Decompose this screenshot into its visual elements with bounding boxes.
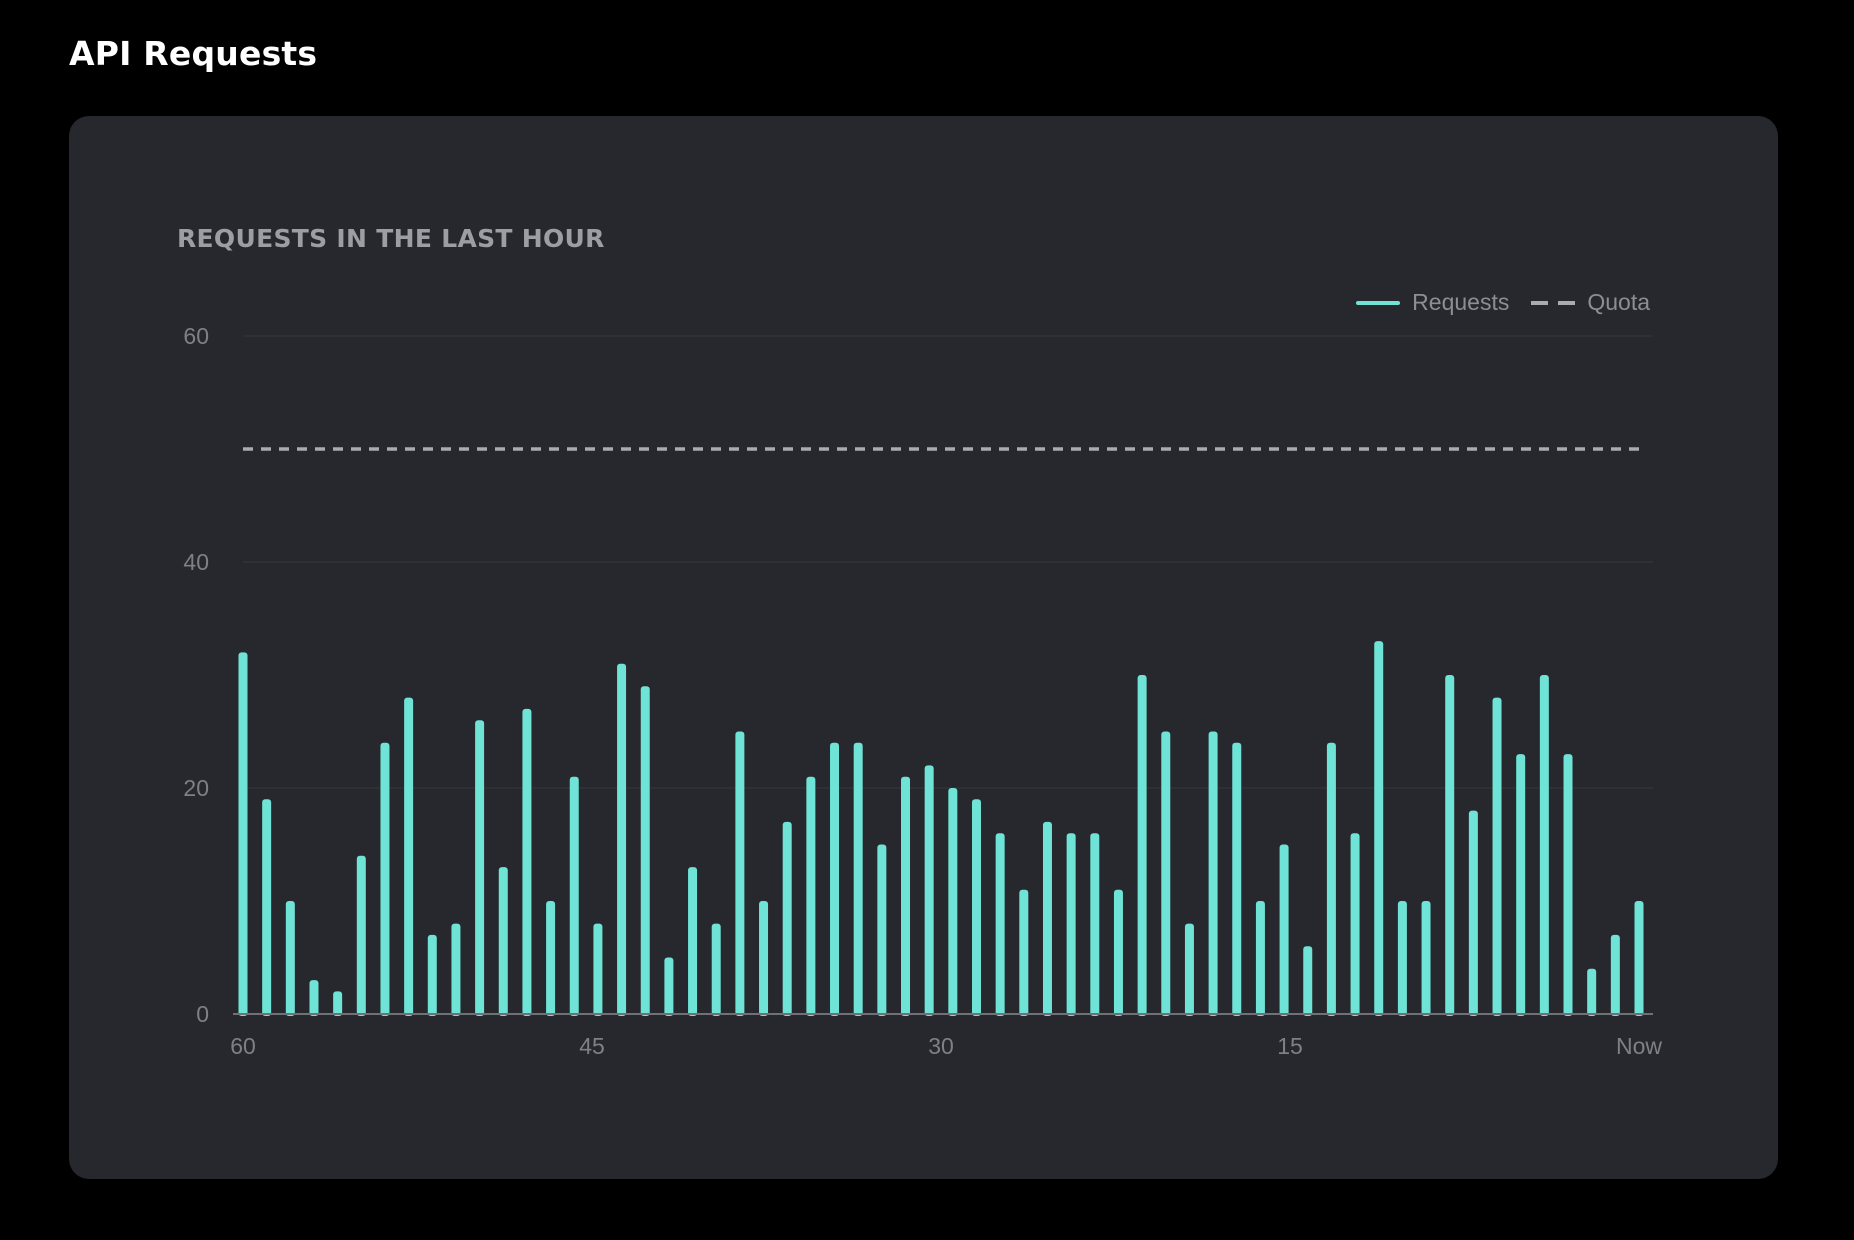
bar — [1563, 754, 1573, 1016]
bar — [1042, 821, 1052, 1016]
bar — [1610, 934, 1620, 1016]
bar — [1634, 901, 1644, 1016]
bar — [806, 776, 816, 1016]
requests-chart: 0 20 40 60 60 45 30 15 Now — [183, 323, 1662, 1059]
legend-item-requests[interactable]: Requests — [1356, 289, 1509, 316]
legend-label-requests: Requests — [1412, 289, 1510, 315]
bar — [1066, 833, 1076, 1016]
bar — [1350, 833, 1360, 1016]
bar — [1137, 675, 1147, 1016]
x-tick-label: 45 — [579, 1033, 605, 1059]
bar — [356, 855, 366, 1016]
bar — [262, 799, 272, 1016]
bar — [1161, 731, 1171, 1016]
bar — [1468, 810, 1478, 1016]
bar — [546, 901, 556, 1016]
bar — [1279, 844, 1289, 1016]
y-tick-label: 0 — [196, 1001, 209, 1027]
bar — [877, 844, 887, 1016]
bar — [735, 731, 745, 1016]
chart-card: REQUESTS IN THE LAST HOUR Requests Quota… — [69, 116, 1778, 1179]
bar — [759, 901, 769, 1016]
bar — [427, 934, 437, 1016]
bar — [569, 776, 579, 1016]
y-tick-label: 40 — [183, 549, 209, 575]
bar — [1255, 901, 1265, 1016]
x-tick-label: 15 — [1277, 1033, 1303, 1059]
bar — [475, 720, 485, 1016]
bar — [617, 663, 627, 1016]
bar — [830, 742, 840, 1016]
bar — [1539, 675, 1549, 1016]
bar — [285, 901, 295, 1016]
y-tick-label: 20 — [183, 775, 209, 801]
bar — [901, 776, 911, 1016]
chart-legend: Requests Quota — [1334, 289, 1650, 316]
bar — [853, 742, 863, 1016]
bar — [593, 923, 603, 1016]
bar — [948, 788, 958, 1016]
bar — [498, 867, 508, 1016]
legend-label-quota: Quota — [1587, 289, 1650, 315]
bar — [1113, 889, 1123, 1016]
bar — [333, 991, 343, 1016]
bar — [1587, 968, 1597, 1016]
y-tick-label: 60 — [183, 323, 209, 349]
bar — [711, 923, 721, 1016]
bar — [1184, 923, 1194, 1016]
bar — [404, 697, 414, 1016]
bar — [238, 652, 248, 1016]
x-tick-label: Now — [1616, 1033, 1662, 1059]
bar — [522, 708, 532, 1016]
bar — [1232, 742, 1242, 1016]
page-title: API Requests — [69, 34, 318, 73]
bar — [640, 686, 650, 1016]
bar — [1516, 754, 1526, 1016]
chart-title: REQUESTS IN THE LAST HOUR — [177, 224, 605, 253]
bar — [309, 980, 319, 1016]
bar — [995, 833, 1005, 1016]
bar — [1090, 833, 1100, 1016]
bar — [1397, 901, 1407, 1016]
legend-item-quota[interactable]: Quota — [1531, 289, 1650, 316]
bar — [664, 957, 674, 1016]
bar — [380, 742, 390, 1016]
bar — [1326, 742, 1336, 1016]
bar — [1208, 731, 1218, 1016]
x-tick-label: 30 — [928, 1033, 954, 1059]
x-tick-label: 60 — [230, 1033, 256, 1059]
bar — [782, 821, 792, 1016]
grid-layer — [243, 335, 1653, 789]
legend-swatch-quota — [1531, 300, 1576, 305]
bar — [924, 765, 934, 1016]
bar — [1303, 946, 1313, 1016]
bar — [1374, 641, 1384, 1016]
bars — [238, 641, 1644, 1016]
legend-swatch-requests — [1356, 300, 1401, 305]
bar — [1421, 901, 1431, 1016]
bar — [688, 867, 698, 1016]
bar — [451, 923, 461, 1016]
bar — [1019, 889, 1029, 1016]
y-axis: 0 20 40 60 — [183, 323, 209, 1027]
bar — [971, 799, 981, 1016]
x-axis: 60 45 30 15 Now — [230, 1013, 1662, 1059]
bar — [1445, 675, 1455, 1016]
bar — [1492, 697, 1502, 1016]
